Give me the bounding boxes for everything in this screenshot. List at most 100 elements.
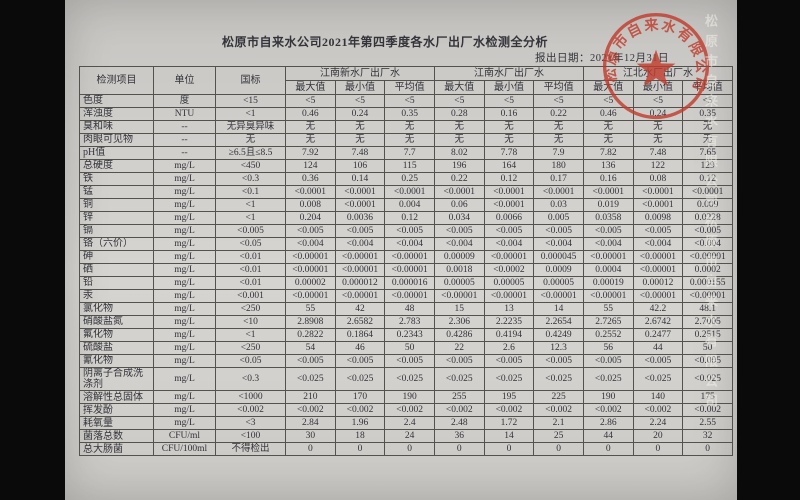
cell-value: 0.4194	[483, 328, 535, 342]
cell-value: mg/L	[153, 224, 216, 238]
cell-value: mg/L	[153, 159, 216, 173]
cell-value: <0.00001	[533, 289, 584, 303]
table-row: 溶解性总固体 mg/L <1000 210 170 190 255 195 225 190 140 1…	[79, 390, 733, 405]
cell-value: 13	[483, 302, 535, 316]
row-item-label: 氯化物	[79, 302, 154, 316]
cell-value: 无	[533, 120, 584, 134]
row-item-label: 铬（六价）	[79, 237, 154, 251]
row-item-label: 溶解性总固体	[79, 390, 154, 405]
cell-value: mg/L	[153, 237, 216, 251]
cell-value: 22	[433, 341, 485, 355]
table-row: 砷 mg/L <0.01 <0.00001 <0.00001 <0.00001 0.0000…	[79, 250, 733, 264]
cell-value: 14	[533, 302, 584, 316]
cell-value: 无	[632, 133, 684, 147]
cell-value: <0.00001	[285, 263, 336, 277]
cell-value: 0.2822	[285, 328, 336, 342]
cell-value: <0.002	[533, 403, 584, 418]
row-item-label: 砷	[79, 250, 154, 264]
cell-value: 0.08	[632, 172, 684, 186]
cell-value: 2.24	[632, 416, 684, 431]
cell-value: 7.48	[334, 146, 386, 160]
cell-value: <0.0002	[483, 263, 535, 277]
row-item-label: 镉	[79, 224, 154, 238]
cell-value: 0.00012	[632, 276, 684, 290]
cell-value: mg/L	[153, 403, 216, 418]
cell-value: 140	[632, 390, 684, 405]
cell-value: 24	[384, 429, 435, 444]
cell-value: <0.00001	[433, 289, 485, 303]
cell-value: 0.000045	[533, 250, 584, 264]
cell-value: 0.17	[533, 172, 584, 186]
cell-value: 无	[285, 120, 336, 134]
col-header-min: 最小值	[483, 80, 535, 95]
cell-value: 无	[582, 120, 634, 134]
cell-value: 2.783	[384, 315, 435, 329]
table-header: 检测项目 单位 国标 江南新水厂出厂水 江南水厂出厂水 江北水厂出厂水 最大值 …	[79, 66, 734, 95]
table-row: 菌落总数 CFU/ml <100 30 18 24 36 14 25 44 20 32	[79, 429, 733, 444]
cell-value: --	[153, 146, 216, 160]
cell-value: 7.7	[384, 146, 435, 160]
document-photo: 松原市自来水公司2021年第四季度各水厂出厂水检测全分析 报出日期：2021年1…	[65, 0, 737, 500]
cell-value: <5	[433, 94, 485, 108]
table-row: 铜 mg/L <1 0.008 <0.0001 0.004 0.06 <0.0001 0.03 0…	[79, 198, 733, 212]
cell-value: 50	[384, 341, 435, 355]
cell-value: <3	[215, 416, 286, 431]
cell-value: <0.005	[433, 224, 485, 238]
cell-value: 0.019	[582, 198, 634, 212]
cell-value: <0.005	[334, 224, 386, 238]
cell-value: <0.00001	[285, 289, 336, 303]
row-item-label: 氰化物	[79, 354, 154, 368]
cell-value: <0.002	[582, 403, 634, 418]
cell-value: <0.0001	[433, 185, 485, 199]
cell-value: 0.00005	[433, 276, 485, 290]
page-title: 松原市自来水公司2021年第四季度各水厂出厂水检测全分析	[221, 35, 548, 49]
cell-value: 136	[582, 159, 634, 173]
cell-value: <0.005	[433, 354, 485, 368]
cell-value: 2.306	[433, 315, 485, 329]
cell-value: 0.2552	[582, 328, 634, 342]
cell-value: <0.025	[334, 366, 386, 392]
cell-value: <100	[215, 429, 286, 444]
cell-value: <0.00001	[483, 289, 535, 303]
cell-value: 195	[483, 390, 535, 405]
cell-value: mg/L	[153, 302, 216, 316]
row-item-label: 总大肠菌	[79, 442, 154, 457]
cell-value: mg/L	[153, 390, 216, 405]
cell-value: 0.008	[285, 198, 336, 212]
cell-value: <0.004	[285, 237, 336, 251]
cell-value: <5	[334, 94, 386, 108]
cell-value: 2.2235	[483, 315, 535, 329]
cell-value: <0.005	[384, 354, 435, 368]
cell-value: 0.204	[285, 211, 336, 225]
cell-value: <0.004	[334, 237, 386, 251]
cell-value: <0.005	[582, 354, 634, 368]
watermark-text: 松原市自来水有限公司松原市自来水有限公司	[703, 14, 718, 414]
cell-value: 无	[215, 133, 286, 147]
cell-value: 164	[483, 159, 535, 173]
cell-value: <0.0001	[582, 185, 634, 199]
cell-value: <0.002	[215, 403, 286, 418]
cell-value: 无	[433, 133, 485, 147]
cell-value: 2.4	[384, 416, 435, 431]
cell-value: CFU/ml	[153, 429, 216, 444]
cell-value: 0.00005	[483, 276, 535, 290]
cell-value: 0.12	[384, 211, 435, 225]
cell-value: 0	[285, 442, 336, 457]
cell-value: 225	[533, 390, 584, 405]
cell-value: <0.05	[215, 237, 286, 251]
cell-value: 2.86	[582, 416, 634, 431]
col-header-item: 检测项目	[79, 66, 154, 95]
cell-value: <0.025	[632, 366, 684, 392]
cell-value: <1	[215, 328, 286, 342]
cell-value: <0.0001	[384, 185, 435, 199]
cell-value: mg/L	[153, 263, 216, 277]
cell-value: 0.2343	[384, 328, 435, 342]
row-item-label: 硝酸盐氮	[79, 315, 154, 329]
col-header-min: 最小值	[334, 80, 386, 95]
cell-value: 124	[285, 159, 336, 173]
cell-value: 0.1864	[334, 328, 386, 342]
cell-value: <0.025	[582, 366, 634, 392]
cell-value: <0.025	[533, 366, 584, 392]
cell-value: 0.034	[433, 211, 485, 225]
cell-value: 0	[384, 442, 435, 457]
